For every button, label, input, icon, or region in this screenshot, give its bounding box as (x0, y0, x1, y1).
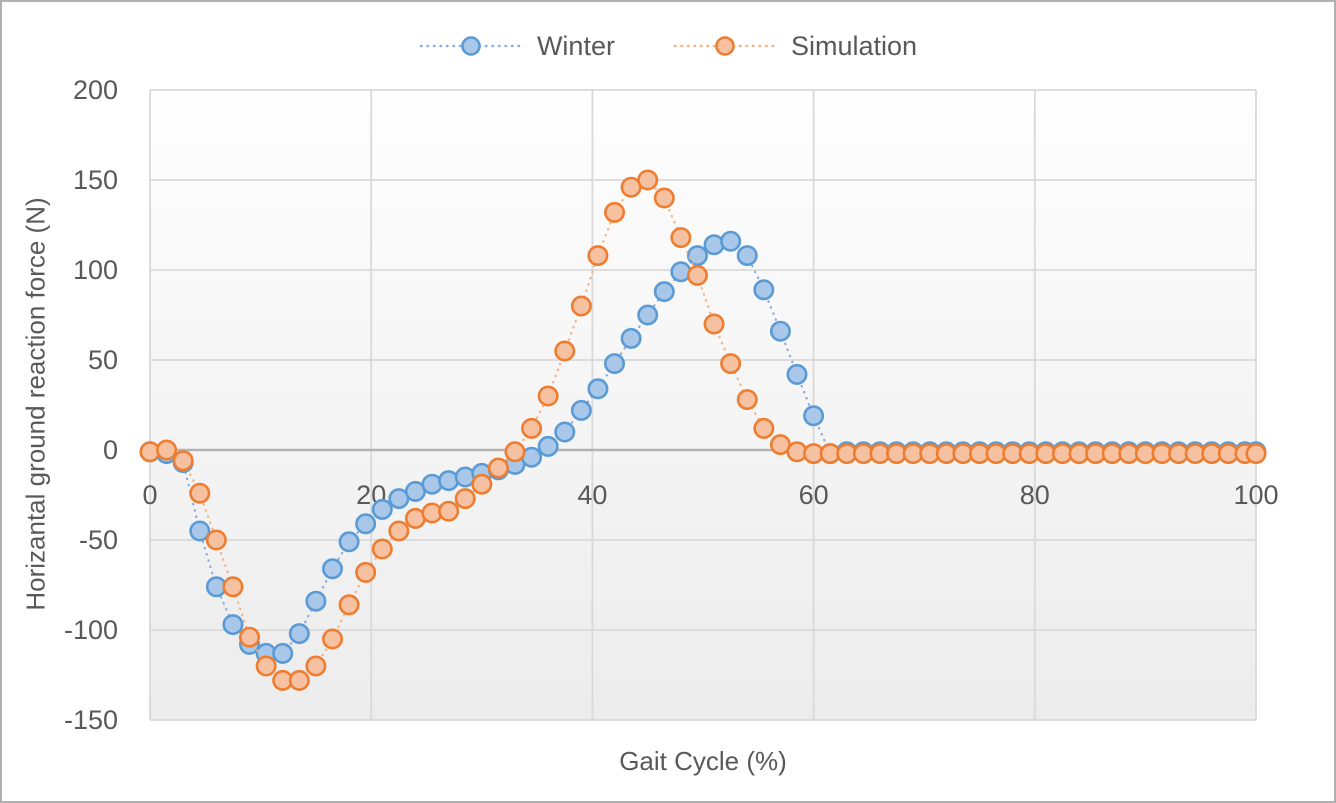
plot-background (150, 90, 1256, 720)
x-tick-label: 60 (799, 480, 829, 510)
data-point-marker (288, 623, 310, 645)
y-tick-label: -50 (79, 525, 118, 555)
data-point-marker (172, 450, 194, 472)
data-point-marker (570, 399, 592, 421)
y-tick-label: 0 (103, 435, 118, 465)
data-point-marker (338, 531, 360, 553)
series-simulation (139, 169, 1267, 691)
data-point-marker (454, 488, 476, 510)
data-point-marker (653, 187, 675, 209)
data-point-marker (305, 655, 327, 677)
data-point-marker (637, 169, 659, 191)
data-point-marker (587, 245, 609, 267)
data-point-marker (421, 473, 443, 495)
x-axis-title: Gait Cycle (%) (619, 746, 787, 776)
data-point-marker (1245, 443, 1267, 465)
legend-item-simulation: Simulation (673, 32, 917, 60)
data-point-marker (736, 245, 758, 267)
data-point-marker (620, 327, 642, 349)
data-point-marker (222, 614, 244, 636)
winter-series-marker-icon (419, 36, 523, 56)
data-point-marker (321, 558, 343, 580)
y-axis-title: Horizantal ground reaction force (N) (20, 197, 51, 611)
data-point-marker (521, 417, 543, 439)
data-point-marker (537, 435, 559, 457)
data-point-marker (604, 353, 626, 375)
x-tick-label: 100 (1233, 480, 1278, 510)
data-point-marker (753, 417, 775, 439)
data-point-marker (703, 313, 725, 335)
gridlines (149, 89, 1257, 721)
data-point-marker (189, 482, 211, 504)
x-tick-label: 80 (1020, 480, 1050, 510)
data-point-marker (355, 561, 377, 583)
data-point-marker (703, 234, 725, 256)
data-point-marker (371, 498, 393, 520)
data-point-marker (637, 304, 659, 326)
y-tick-label: 200 (73, 75, 118, 105)
data-point-marker (570, 295, 592, 317)
x-tick-label: 0 (142, 480, 157, 510)
data-point-marker (670, 227, 692, 249)
data-point-marker (205, 529, 227, 551)
data-point-marker (288, 669, 310, 691)
data-point-marker (554, 421, 576, 443)
data-point-marker (720, 230, 742, 252)
data-point-marker (355, 513, 377, 535)
data-point-marker (222, 576, 244, 598)
data-point-marker (769, 320, 791, 342)
data-point-marker (686, 264, 708, 286)
data-point-marker (487, 457, 509, 479)
data-point-marker (272, 642, 294, 664)
data-point-marker (537, 385, 559, 407)
y-tick-label: -150 (64, 705, 118, 735)
data-point-marker (305, 590, 327, 612)
data-point-marker (803, 405, 825, 427)
y-tick-label: -100 (64, 615, 118, 645)
y-tick-label: 100 (73, 255, 118, 285)
data-point-marker (587, 378, 609, 400)
data-point-marker (156, 439, 178, 461)
data-point-marker (736, 389, 758, 411)
y-tick-label: 150 (73, 165, 118, 195)
data-point-marker (321, 628, 343, 650)
legend-item-winter: Winter (419, 32, 615, 60)
data-point-marker (438, 470, 460, 492)
data-point-marker (371, 538, 393, 560)
legend-label-winter: Winter (536, 30, 615, 61)
x-tick-label: 40 (577, 480, 607, 510)
data-point-marker (753, 279, 775, 301)
data-point-marker (504, 441, 526, 463)
data-point-marker (471, 473, 493, 495)
data-point-marker (653, 281, 675, 303)
data-point-marker (604, 201, 626, 223)
data-point-marker (554, 340, 576, 362)
legend-label-simulation: Simulation (790, 30, 918, 61)
data-point-marker (255, 655, 277, 677)
y-tick-label: 50 (88, 345, 118, 375)
data-point-marker (189, 520, 211, 542)
data-point-marker (388, 520, 410, 542)
data-point-marker (720, 353, 742, 375)
simulation-series-marker-icon (673, 36, 777, 56)
chart-legend: Winter Simulation (2, 32, 1334, 60)
data-point-marker (786, 363, 808, 385)
data-point-marker (686, 245, 708, 267)
data-point-marker (338, 594, 360, 616)
data-point-marker (670, 261, 692, 283)
data-point-marker (438, 500, 460, 522)
data-point-marker (239, 626, 261, 648)
